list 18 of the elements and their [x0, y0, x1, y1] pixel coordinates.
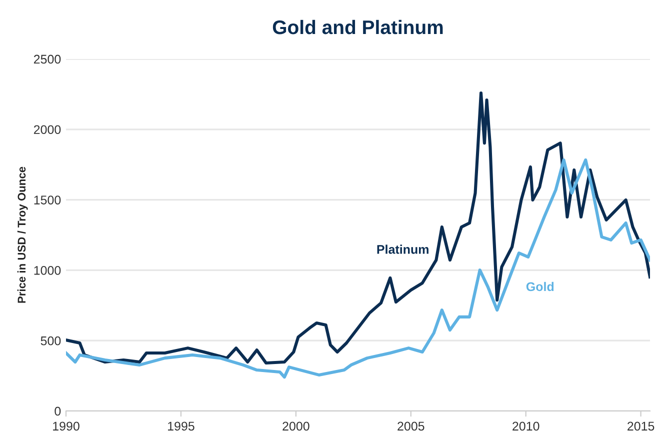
x-tick-label: 2000	[282, 422, 310, 431]
x-tick-label: 2010	[512, 422, 540, 431]
y-tick-label: 1000	[34, 266, 61, 275]
y-tick-label: 2000	[34, 125, 61, 134]
x-tick-label: 2005	[398, 422, 424, 431]
line-series	[66, 92, 650, 365]
x-tick-label: 1995	[168, 422, 194, 431]
y-tick-label: 2500	[34, 54, 61, 64]
y-axis-title: Price in USD / Troy Ounce	[17, 166, 28, 303]
y-tick-label: 500	[40, 336, 61, 346]
series-label: Gold	[526, 282, 554, 292]
y-tick-label: 0	[54, 406, 61, 416]
y-tick-label: 1500	[34, 196, 61, 204]
x-tick-label: 1990	[53, 422, 80, 431]
x-tick-label: 2015	[628, 422, 654, 431]
line-series	[66, 158, 650, 379]
series-label: Platinum	[377, 244, 428, 254]
chart-title: Gold and Platinum	[272, 20, 443, 34]
